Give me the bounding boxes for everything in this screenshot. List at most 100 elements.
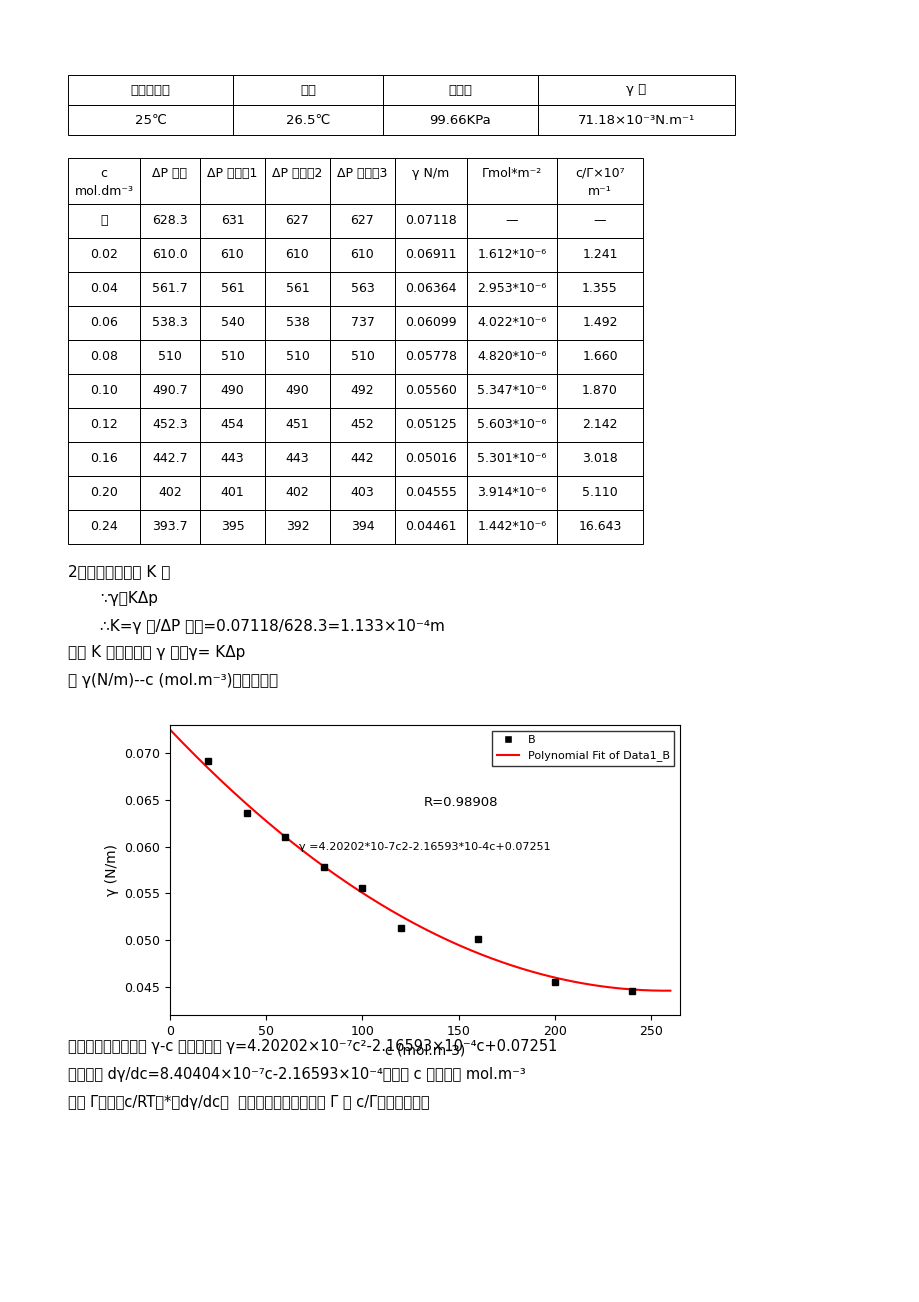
Text: 610: 610 [285, 249, 309, 262]
Text: 0.10: 0.10 [90, 384, 118, 397]
Text: 根据 K 値得到一组 γ 値，γ= KΔp: 根据 K 値得到一组 γ 値，γ= KΔp [68, 646, 245, 660]
Text: 454: 454 [221, 418, 244, 431]
Text: 538: 538 [285, 316, 309, 329]
Bar [556, 408, 642, 441]
Text: 394: 394 [350, 521, 374, 534]
Text: 395: 395 [221, 521, 244, 534]
Text: 0.16: 0.16 [90, 453, 118, 466]
Bar [394, 272, 467, 306]
Y-axis label: γ (N/m): γ (N/m) [105, 844, 119, 896]
Text: 0.04461: 0.04461 [404, 521, 456, 534]
Text: 5.603*10⁻⁶: 5.603*10⁻⁶ [477, 418, 546, 431]
Text: 561: 561 [285, 283, 309, 296]
Bar [467, 306, 556, 340]
Text: 0.05560: 0.05560 [404, 384, 457, 397]
Text: 3.018: 3.018 [582, 453, 618, 466]
Text: 4.820*10⁻⁶: 4.820*10⁻⁶ [477, 350, 546, 363]
Text: 5.347*10⁻⁶: 5.347*10⁻⁶ [477, 384, 546, 397]
Text: γ 水: γ 水 [626, 83, 646, 96]
Bar [265, 510, 330, 544]
Bar [467, 441, 556, 477]
Bar [556, 374, 642, 408]
Text: 403: 403 [350, 487, 374, 500]
Bar [265, 477, 330, 510]
Text: —: — [593, 215, 606, 228]
Text: 610: 610 [350, 249, 374, 262]
Text: 563: 563 [350, 283, 374, 296]
Text: 5.301*10⁻⁶: 5.301*10⁻⁶ [477, 453, 546, 466]
Text: 1.355: 1.355 [582, 283, 618, 296]
Bar [556, 272, 642, 306]
Text: 2.142: 2.142 [582, 418, 617, 431]
X-axis label: c (mol.m-3): c (mol.m-3) [384, 1043, 465, 1057]
Text: c: c [100, 167, 108, 180]
Text: 0.06099: 0.06099 [404, 316, 457, 329]
Bar [140, 408, 199, 441]
Text: 451: 451 [285, 418, 309, 431]
Text: 0.20: 0.20 [90, 487, 118, 500]
Bar [140, 477, 199, 510]
Bar [140, 441, 199, 477]
Text: 0.05778: 0.05778 [404, 350, 457, 363]
Text: R=0.98908: R=0.98908 [423, 797, 497, 810]
Bar [265, 408, 330, 441]
Text: 510: 510 [158, 350, 182, 363]
Text: 627: 627 [285, 215, 309, 228]
Bar [467, 238, 556, 272]
Text: 0.04555: 0.04555 [404, 487, 457, 500]
Bar [265, 272, 330, 306]
Text: 0.02: 0.02 [90, 249, 118, 262]
Text: ΔP 最大，1: ΔP 最大，1 [207, 167, 257, 180]
Bar [556, 158, 642, 204]
Bar [556, 340, 642, 374]
Text: ΔP 最大，2: ΔP 最大，2 [272, 167, 323, 180]
Text: 492: 492 [350, 384, 374, 397]
Bar [394, 204, 467, 238]
Text: 1.660: 1.660 [582, 350, 618, 363]
Text: 0.06911: 0.06911 [404, 249, 456, 262]
Bar [140, 158, 199, 204]
Text: 443: 443 [221, 453, 244, 466]
Text: 490.7: 490.7 [152, 384, 187, 397]
Bar [467, 340, 556, 374]
Text: 5.110: 5.110 [582, 487, 618, 500]
Text: 0.05016: 0.05016 [404, 453, 457, 466]
Text: γ =4.20202*10-7c2-2.16593*10-4c+0.07251: γ =4.20202*10-7c2-2.16593*10-4c+0.07251 [299, 841, 550, 852]
Text: 根据上图，可以得到 γ-c 的关系式为 γ=4.20202×10⁻⁷c²-2.16593×10⁻⁴c+0.07251: 根据上图，可以得到 γ-c 的关系式为 γ=4.20202×10⁻⁷c²-2.1… [68, 1039, 557, 1055]
Text: 627: 627 [350, 215, 374, 228]
Text: 452: 452 [350, 418, 374, 431]
Bar [265, 374, 330, 408]
Text: 1.241: 1.241 [582, 249, 617, 262]
Bar [556, 441, 642, 477]
Bar [68, 272, 140, 306]
Text: ∵γ＝KΔp: ∵γ＝KΔp [100, 591, 158, 607]
Bar [233, 76, 382, 105]
Text: m⁻¹: m⁻¹ [587, 185, 611, 198]
Bar [394, 374, 467, 408]
Bar [394, 408, 467, 441]
Text: 26.5℃: 26.5℃ [286, 113, 330, 126]
Bar [199, 238, 265, 272]
Bar [68, 510, 140, 544]
Text: 510: 510 [285, 350, 309, 363]
Text: 根据 Γ＝－（c/RT）*（dγ/dc）  便可求出不同浓度下的 Γ 和 c/Γ，结果见上表: 根据 Γ＝－（c/RT）*（dγ/dc） 便可求出不同浓度下的 Γ 和 c/Γ，… [68, 1095, 429, 1111]
Bar [140, 272, 199, 306]
Bar [330, 374, 394, 408]
Bar [68, 477, 140, 510]
Bar [140, 306, 199, 340]
Text: 510: 510 [221, 350, 244, 363]
Text: 1.442*10⁻⁶: 1.442*10⁻⁶ [477, 521, 546, 534]
Text: 1.612*10⁻⁶: 1.612*10⁻⁶ [477, 249, 546, 262]
Text: 737: 737 [350, 316, 374, 329]
Bar [233, 105, 382, 135]
Text: ΔP 最大，3: ΔP 最大，3 [337, 167, 387, 180]
Bar [467, 477, 556, 510]
Text: 0.06: 0.06 [90, 316, 118, 329]
Text: 561.7: 561.7 [152, 283, 187, 296]
Text: 443: 443 [286, 453, 309, 466]
Bar [467, 408, 556, 441]
Text: 452.3: 452.3 [152, 418, 187, 431]
Bar [467, 272, 556, 306]
Text: 442.7: 442.7 [152, 453, 187, 466]
Bar [556, 477, 642, 510]
